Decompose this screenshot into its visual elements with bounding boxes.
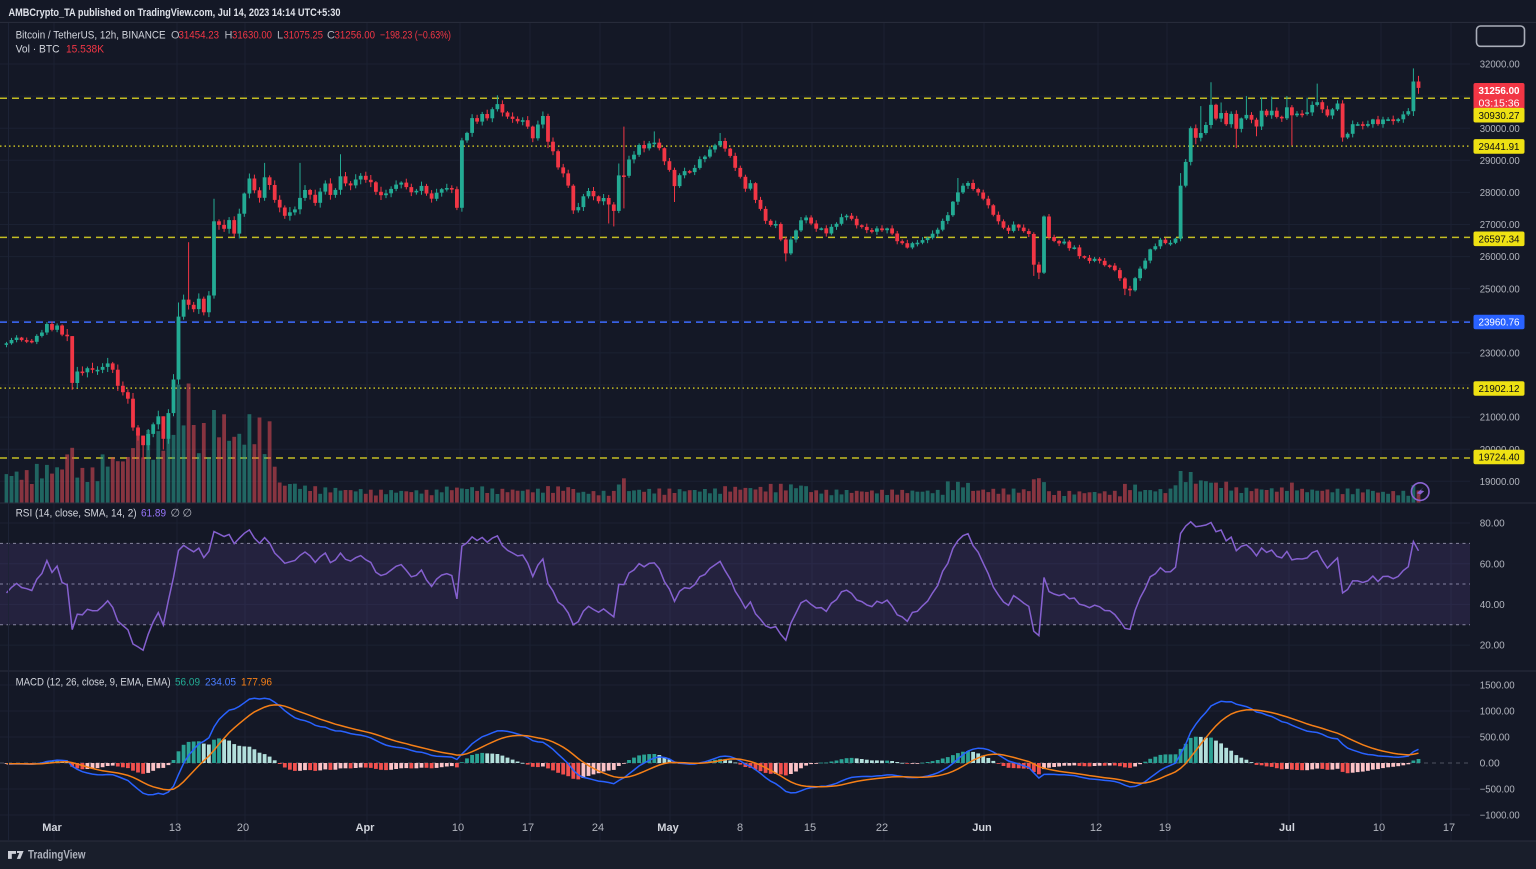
svg-text:56.09: 56.09 xyxy=(175,677,200,689)
svg-text:31256.00: 31256.00 xyxy=(1479,85,1520,97)
svg-text:15.538K: 15.538K xyxy=(66,43,105,55)
svg-text:03:15:36: 03:15:36 xyxy=(1479,98,1520,110)
svg-text:L: L xyxy=(277,29,283,41)
svg-text:Mar: Mar xyxy=(42,822,62,834)
svg-text:28000.00: 28000.00 xyxy=(1480,188,1520,199)
svg-text:29000.00: 29000.00 xyxy=(1480,156,1520,167)
svg-text:27000.00: 27000.00 xyxy=(1480,220,1520,231)
svg-text:21902.12: 21902.12 xyxy=(1479,383,1520,395)
svg-text:1500.00: 1500.00 xyxy=(1480,681,1515,692)
svg-text:RSI (14, close, SMA, 14, 2): RSI (14, close, SMA, 14, 2) xyxy=(16,507,137,519)
svg-text:80.00: 80.00 xyxy=(1480,519,1505,530)
svg-text:Vol · BTC: Vol · BTC xyxy=(16,43,60,55)
svg-text:31256.00: 31256.00 xyxy=(335,29,376,41)
svg-text:−198.23 (−0.63%): −198.23 (−0.63%) xyxy=(380,29,451,41)
svg-text:∅: ∅ xyxy=(171,507,181,519)
svg-text:30000.00: 30000.00 xyxy=(1480,124,1520,135)
svg-text:177.96: 177.96 xyxy=(241,677,272,689)
svg-text:20.00: 20.00 xyxy=(1480,641,1505,652)
svg-text:13: 13 xyxy=(169,822,181,834)
svg-text:31454.23: 31454.23 xyxy=(179,29,220,41)
svg-text:O: O xyxy=(171,29,180,41)
svg-text:−500.00: −500.00 xyxy=(1480,785,1515,796)
svg-text:TradingView: TradingView xyxy=(28,848,86,862)
svg-text:19: 19 xyxy=(1159,822,1171,834)
svg-text:31630.00: 31630.00 xyxy=(232,29,272,41)
svg-text:Apr: Apr xyxy=(356,822,376,834)
svg-text:19000.00: 19000.00 xyxy=(1480,477,1520,488)
svg-text:23000.00: 23000.00 xyxy=(1480,349,1520,360)
svg-text:20: 20 xyxy=(237,822,249,834)
svg-text:10: 10 xyxy=(452,822,464,834)
svg-text:8: 8 xyxy=(737,822,743,834)
svg-text:17: 17 xyxy=(1443,822,1455,834)
svg-text:0.00: 0.00 xyxy=(1480,759,1500,770)
svg-text:1000.00: 1000.00 xyxy=(1480,707,1515,718)
svg-text:32000.00: 32000.00 xyxy=(1480,60,1520,71)
svg-text:−1000.00: −1000.00 xyxy=(1480,811,1520,822)
svg-text:19724.40: 19724.40 xyxy=(1479,452,1520,464)
svg-text:234.05: 234.05 xyxy=(205,677,236,689)
svg-text:Jun: Jun xyxy=(972,822,992,834)
svg-text:31075.25: 31075.25 xyxy=(284,29,324,41)
svg-text:29441.91: 29441.91 xyxy=(1479,141,1520,153)
svg-text:Jul: Jul xyxy=(1279,822,1295,834)
svg-text:Bitcoin / TetherUS, 12h, BINAN: Bitcoin / TetherUS, 12h, BINANCE xyxy=(16,29,166,41)
svg-text:H: H xyxy=(225,29,233,41)
svg-text:24: 24 xyxy=(592,822,604,834)
svg-text:AMBCrypto_TA published on Trad: AMBCrypto_TA published on TradingView.co… xyxy=(9,7,341,19)
svg-text:25000.00: 25000.00 xyxy=(1480,284,1520,295)
svg-text:40.00: 40.00 xyxy=(1480,600,1505,611)
svg-text:26000.00: 26000.00 xyxy=(1480,252,1520,263)
svg-text:MACD (12, 26, close, 9, EMA, E: MACD (12, 26, close, 9, EMA, EMA) xyxy=(16,677,171,689)
svg-text:22: 22 xyxy=(876,822,888,834)
svg-text:500.00: 500.00 xyxy=(1480,733,1510,744)
svg-text:10: 10 xyxy=(1373,822,1385,834)
svg-text:May: May xyxy=(657,822,679,834)
svg-text:∅: ∅ xyxy=(183,507,193,519)
svg-text:30930.27: 30930.27 xyxy=(1479,110,1520,122)
svg-text:17: 17 xyxy=(522,822,534,834)
svg-text:C: C xyxy=(327,29,335,41)
svg-text:23960.76: 23960.76 xyxy=(1479,317,1520,329)
svg-text:21000.00: 21000.00 xyxy=(1480,413,1520,424)
svg-text:12: 12 xyxy=(1090,822,1102,834)
svg-text:61.89: 61.89 xyxy=(141,507,166,519)
svg-text:15: 15 xyxy=(804,822,816,834)
svg-text:60.00: 60.00 xyxy=(1480,559,1505,570)
svg-text:26597.34: 26597.34 xyxy=(1479,234,1520,246)
